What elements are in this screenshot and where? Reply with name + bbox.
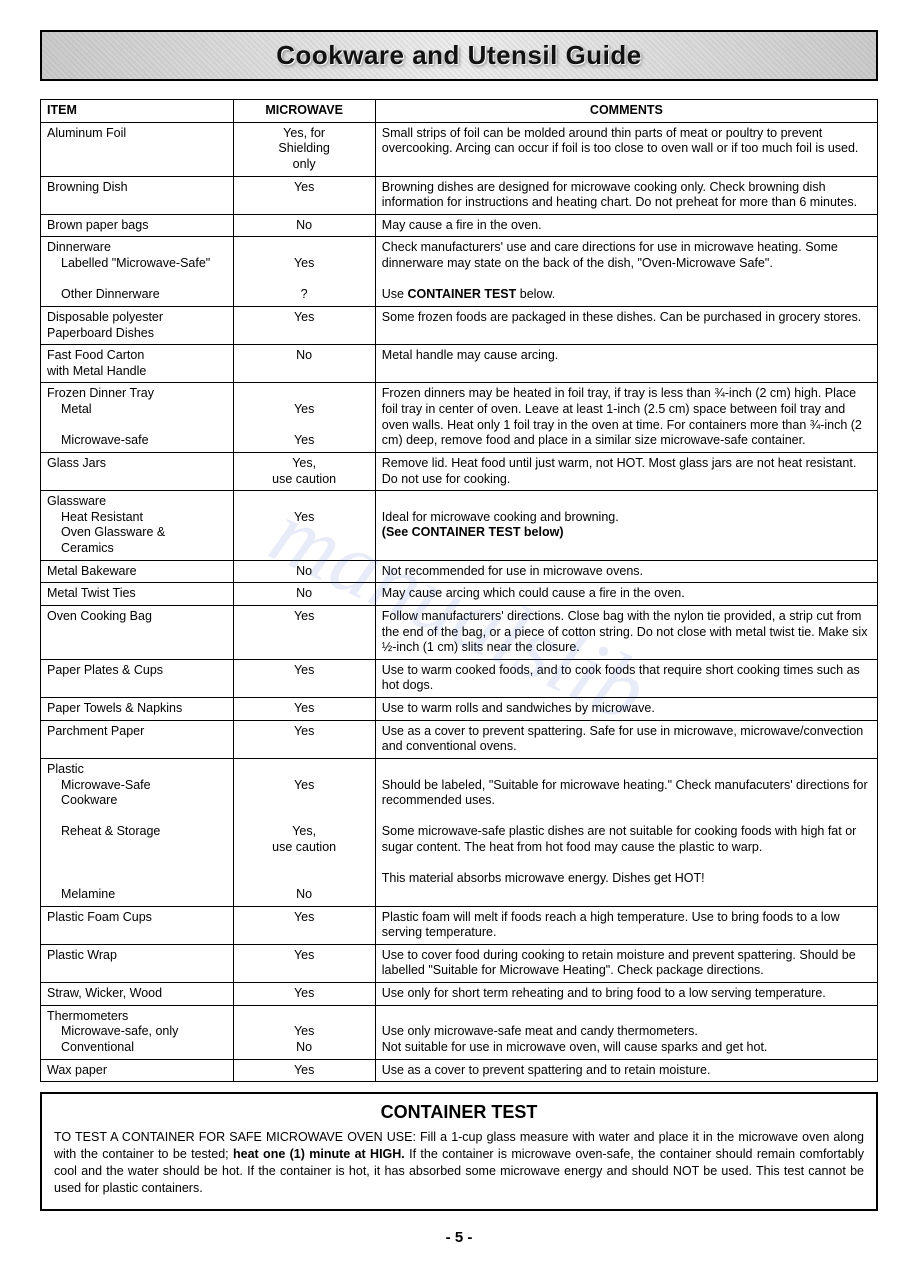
item-cell: Wax paper — [41, 1059, 234, 1082]
header-microwave: MICROWAVE — [233, 100, 375, 123]
item-cell: Glass Jars — [41, 452, 234, 490]
comments-cell: Use as a cover to prevent spattering. Sa… — [375, 720, 877, 758]
item-cell: Plastic Wrap — [41, 944, 234, 982]
item-cell: Parchment Paper — [41, 720, 234, 758]
microwave-cell: Yes — [233, 944, 375, 982]
header-item: ITEM — [41, 100, 234, 123]
table-row: Oven Cooking BagYesFollow manufacturers'… — [41, 605, 878, 659]
microwave-cell: Yes Yes,use caution No — [233, 758, 375, 906]
comments-cell: Browning dishes are designed for microwa… — [375, 176, 877, 214]
item-cell: PlasticMicrowave-SafeCookware Reheat & S… — [41, 758, 234, 906]
item-cell: Frozen Dinner TrayMetal Microwave-safe — [41, 383, 234, 453]
microwave-cell: Yes — [233, 176, 375, 214]
table-row: Brown paper bagsNoMay cause a fire in th… — [41, 214, 878, 237]
comments-cell: Metal handle may cause arcing. — [375, 345, 877, 383]
table-row: Glass JarsYes,use cautionRemove lid. Hea… — [41, 452, 878, 490]
comments-cell: Follow manufacturers' directions. Close … — [375, 605, 877, 659]
table-header-row: ITEM MICROWAVE COMMENTS — [41, 100, 878, 123]
header-comments: COMMENTS — [375, 100, 877, 123]
comments-cell: Frozen dinners may be heated in foil tra… — [375, 383, 877, 453]
microwave-cell: No — [233, 583, 375, 606]
table-row: GlasswareHeat ResistantOven Glassware &C… — [41, 491, 878, 561]
table-row: Wax paperYesUse as a cover to prevent sp… — [41, 1059, 878, 1082]
table-row: Paper Towels & NapkinsYesUse to warm rol… — [41, 698, 878, 721]
container-test-box: CONTAINER TEST TO TEST A CONTAINER FOR S… — [40, 1092, 878, 1211]
item-cell: Straw, Wicker, Wood — [41, 983, 234, 1006]
microwave-cell: No — [233, 214, 375, 237]
table-row: DinnerwareLabelled "Microwave-Safe" Othe… — [41, 237, 878, 307]
item-cell: Disposable polyesterPaperboard Dishes — [41, 306, 234, 344]
comments-cell: Use to warm cooked foods, and to cook fo… — [375, 659, 877, 697]
item-cell: Brown paper bags — [41, 214, 234, 237]
table-row: Parchment PaperYesUse as a cover to prev… — [41, 720, 878, 758]
item-cell: Metal Twist Ties — [41, 583, 234, 606]
microwave-cell: Yes — [233, 306, 375, 344]
page-number: - 5 - — [40, 1229, 878, 1246]
comments-cell: Not recommended for use in microwave ove… — [375, 560, 877, 583]
table-row: Plastic WrapYesUse to cover food during … — [41, 944, 878, 982]
microwave-cell: Yes, forShieldingonly — [233, 122, 375, 176]
microwave-cell: Yes,use caution — [233, 452, 375, 490]
comments-cell: Some frozen foods are packaged in these … — [375, 306, 877, 344]
comments-cell: Use only for short term reheating and to… — [375, 983, 877, 1006]
comments-cell: Use to warm rolls and sandwiches by micr… — [375, 698, 877, 721]
item-cell: Metal Bakeware — [41, 560, 234, 583]
comments-cell: May cause a fire in the oven. — [375, 214, 877, 237]
table-row: Fast Food Cartonwith Metal HandleNoMetal… — [41, 345, 878, 383]
page-title: Cookware and Utensil Guide — [42, 40, 876, 71]
table-row: Disposable polyesterPaperboard DishesYes… — [41, 306, 878, 344]
cookware-table: ITEM MICROWAVE COMMENTS Aluminum FoilYes… — [40, 99, 878, 1082]
microwave-cell: No — [233, 345, 375, 383]
comments-cell: Use as a cover to prevent spattering and… — [375, 1059, 877, 1082]
microwave-cell: Yes Yes — [233, 383, 375, 453]
item-cell: DinnerwareLabelled "Microwave-Safe" Othe… — [41, 237, 234, 307]
table-row: ThermometersMicrowave-safe, onlyConventi… — [41, 1005, 878, 1059]
table-row: Straw, Wicker, WoodYesUse only for short… — [41, 983, 878, 1006]
comments-cell: Use to cover food during cooking to reta… — [375, 944, 877, 982]
item-cell: Aluminum Foil — [41, 122, 234, 176]
table-row: Paper Plates & CupsYesUse to warm cooked… — [41, 659, 878, 697]
table-row: Metal BakewareNoNot recommended for use … — [41, 560, 878, 583]
table-row: Aluminum FoilYes, forShieldingonlySmall … — [41, 122, 878, 176]
item-cell: Browning Dish — [41, 176, 234, 214]
item-cell: Paper Towels & Napkins — [41, 698, 234, 721]
table-row: Plastic Foam CupsYesPlastic foam will me… — [41, 906, 878, 944]
table-row: Metal Twist TiesNoMay cause arcing which… — [41, 583, 878, 606]
item-cell: GlasswareHeat ResistantOven Glassware &C… — [41, 491, 234, 561]
microwave-cell: Yes — [233, 605, 375, 659]
comments-cell: Check manufacturers' use and care direct… — [375, 237, 877, 307]
comments-cell: Remove lid. Heat food until just warm, n… — [375, 452, 877, 490]
table-row: Frozen Dinner TrayMetal Microwave-safe Y… — [41, 383, 878, 453]
microwave-cell: Yes — [233, 720, 375, 758]
comments-cell: Use only microwave-safe meat and candy t… — [375, 1005, 877, 1059]
microwave-cell: Yes — [233, 906, 375, 944]
container-test-body: TO TEST A CONTAINER FOR SAFE MICROWAVE O… — [54, 1129, 864, 1197]
microwave-cell: Yes — [233, 698, 375, 721]
comments-cell: Plastic foam will melt if foods reach a … — [375, 906, 877, 944]
microwave-cell: Yes — [233, 1059, 375, 1082]
comments-cell: Small strips of foil can be molded aroun… — [375, 122, 877, 176]
microwave-cell: Yes — [233, 659, 375, 697]
microwave-cell: No — [233, 560, 375, 583]
item-cell: Fast Food Cartonwith Metal Handle — [41, 345, 234, 383]
item-cell: Plastic Foam Cups — [41, 906, 234, 944]
comments-cell: May cause arcing which could cause a fir… — [375, 583, 877, 606]
container-test-heading: CONTAINER TEST — [54, 1102, 864, 1123]
microwave-cell: Yes — [233, 983, 375, 1006]
item-cell: ThermometersMicrowave-safe, onlyConventi… — [41, 1005, 234, 1059]
item-cell: Paper Plates & Cups — [41, 659, 234, 697]
title-banner: Cookware and Utensil Guide — [40, 30, 878, 81]
table-row: Browning DishYesBrowning dishes are desi… — [41, 176, 878, 214]
table-row: PlasticMicrowave-SafeCookware Reheat & S… — [41, 758, 878, 906]
microwave-cell: Yes — [233, 491, 375, 561]
comments-cell: Should be labeled, "Suitable for microwa… — [375, 758, 877, 906]
microwave-cell: Yes ? — [233, 237, 375, 307]
item-cell: Oven Cooking Bag — [41, 605, 234, 659]
comments-cell: Ideal for microwave cooking and browning… — [375, 491, 877, 561]
microwave-cell: YesNo — [233, 1005, 375, 1059]
